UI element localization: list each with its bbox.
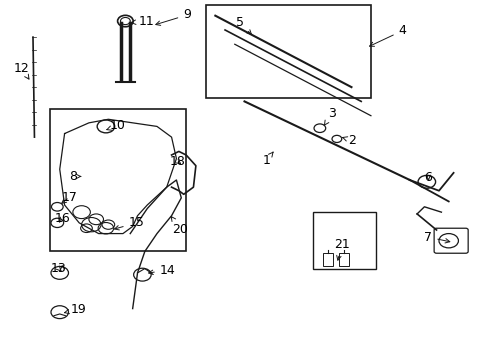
Text: 5: 5 <box>235 16 251 35</box>
Text: 21: 21 <box>333 238 349 260</box>
Text: 12: 12 <box>14 62 30 79</box>
Bar <box>50 109 186 251</box>
Bar <box>339 253 348 266</box>
Bar <box>323 253 332 266</box>
Text: 19: 19 <box>64 303 86 316</box>
Text: 8: 8 <box>69 170 81 183</box>
Bar <box>312 212 375 269</box>
Text: 15: 15 <box>114 216 144 230</box>
Text: 4: 4 <box>369 24 406 46</box>
Text: 3: 3 <box>324 107 335 126</box>
Text: 2: 2 <box>342 134 356 147</box>
Text: 11: 11 <box>131 14 154 27</box>
Text: 7: 7 <box>424 231 449 244</box>
Text: 6: 6 <box>424 171 431 184</box>
Text: 13: 13 <box>51 262 66 275</box>
Text: 18: 18 <box>169 155 185 168</box>
Text: 10: 10 <box>107 119 126 132</box>
Text: 17: 17 <box>61 191 77 204</box>
Text: 16: 16 <box>54 212 70 225</box>
Text: 1: 1 <box>262 152 273 167</box>
Bar <box>205 5 370 98</box>
Text: 20: 20 <box>171 217 188 236</box>
Text: 9: 9 <box>156 9 191 25</box>
Text: 14: 14 <box>148 264 175 276</box>
